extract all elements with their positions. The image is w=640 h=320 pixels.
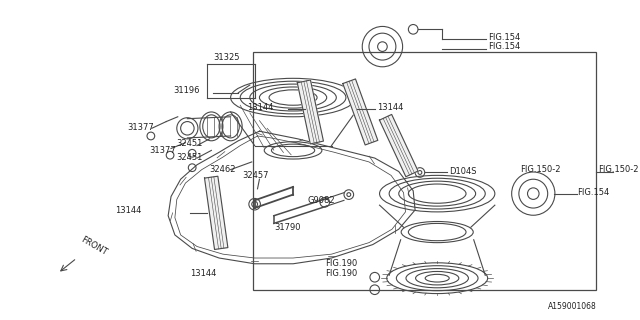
Text: 13144: 13144	[377, 103, 403, 112]
Bar	[253, 52, 596, 290]
Text: FIG.154: FIG.154	[577, 188, 610, 197]
Text: 31790: 31790	[274, 223, 300, 232]
Text: 13144: 13144	[248, 103, 274, 112]
Text: FIG.154: FIG.154	[488, 33, 520, 42]
Text: 32457: 32457	[242, 171, 269, 180]
Text: A159001068: A159001068	[548, 301, 596, 310]
Text: FRONT: FRONT	[79, 235, 108, 257]
Text: G9082: G9082	[307, 196, 335, 205]
Text: 32451: 32451	[176, 139, 202, 148]
Polygon shape	[380, 115, 418, 177]
Text: FIG.154: FIG.154	[488, 42, 520, 51]
Text: FIG.150-2: FIG.150-2	[598, 165, 638, 174]
Text: 31196: 31196	[173, 86, 200, 95]
Text: 31325: 31325	[213, 53, 240, 62]
Text: D104S: D104S	[449, 167, 476, 176]
Text: 31377: 31377	[149, 146, 176, 155]
Polygon shape	[298, 80, 323, 144]
Polygon shape	[343, 79, 378, 145]
Text: 31377: 31377	[128, 123, 154, 132]
Text: 13144: 13144	[190, 269, 216, 278]
Text: FIG.190: FIG.190	[324, 269, 357, 278]
Text: 13144: 13144	[115, 206, 141, 215]
Text: 32451: 32451	[176, 153, 202, 162]
Text: FIG.190: FIG.190	[324, 259, 357, 268]
Polygon shape	[205, 176, 228, 250]
Text: 32462: 32462	[209, 165, 236, 174]
Text: FIG.150-2: FIG.150-2	[520, 165, 561, 174]
